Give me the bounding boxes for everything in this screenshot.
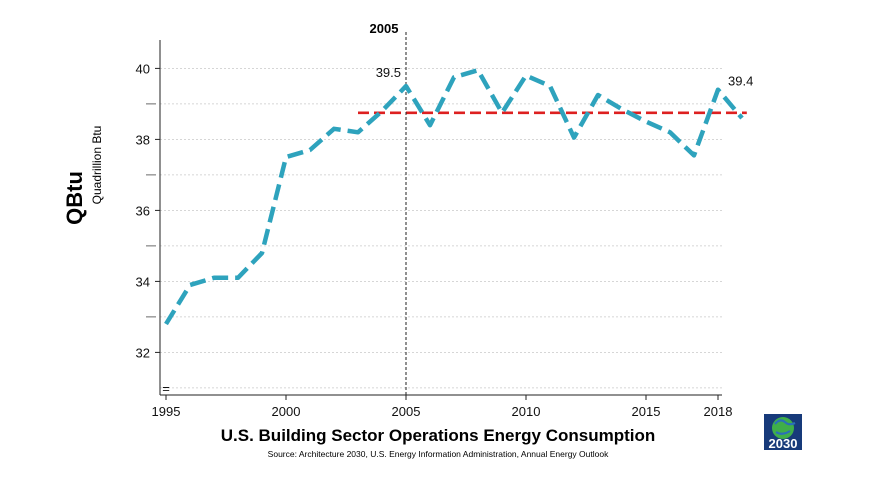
logo-caption: 2030	[769, 436, 798, 451]
vertical-marker-group: 2005	[370, 21, 407, 395]
vertical-marker-label: 2005	[370, 21, 399, 36]
annotations-group: 39.5 39.4	[376, 65, 754, 89]
y-tick-label: 40	[136, 61, 150, 76]
y-axis-label: QBtu	[62, 171, 87, 225]
data-label: 39.4	[728, 74, 753, 89]
data-label: 39.5	[376, 65, 401, 80]
y-axis-sublabel: Quadrillion Btu	[90, 126, 104, 205]
chart-title: U.S. Building Sector Operations Energy C…	[221, 426, 655, 445]
x-tick-label: 2005	[392, 404, 421, 419]
series-group	[164, 67, 744, 326]
chart-source: Source: Architecture 2030, U.S. Energy I…	[268, 449, 609, 459]
y-axis-ticks: 32 34 36 38 40	[136, 61, 160, 360]
x-tick-label: 2010	[512, 404, 541, 419]
y-tick-label: 32	[136, 345, 150, 360]
x-axis-ticks: 1995 2000 2005 2010 2015 2018	[152, 395, 733, 419]
x-tick-label: 2015	[632, 404, 661, 419]
x-tick-label: 1995	[152, 404, 181, 419]
series-line-0	[164, 67, 744, 326]
x-tick-label: 2018	[704, 404, 733, 419]
y-tick-label: 36	[136, 203, 150, 218]
logo-globe-detail	[774, 419, 796, 435]
axis-break-symbol: =	[162, 381, 170, 396]
y-tick-label: 34	[136, 274, 150, 289]
logo: 2030	[764, 414, 802, 451]
x-tick-label: 2000	[272, 404, 301, 419]
axes	[159, 40, 722, 396]
y-tick-label: 38	[136, 132, 150, 147]
